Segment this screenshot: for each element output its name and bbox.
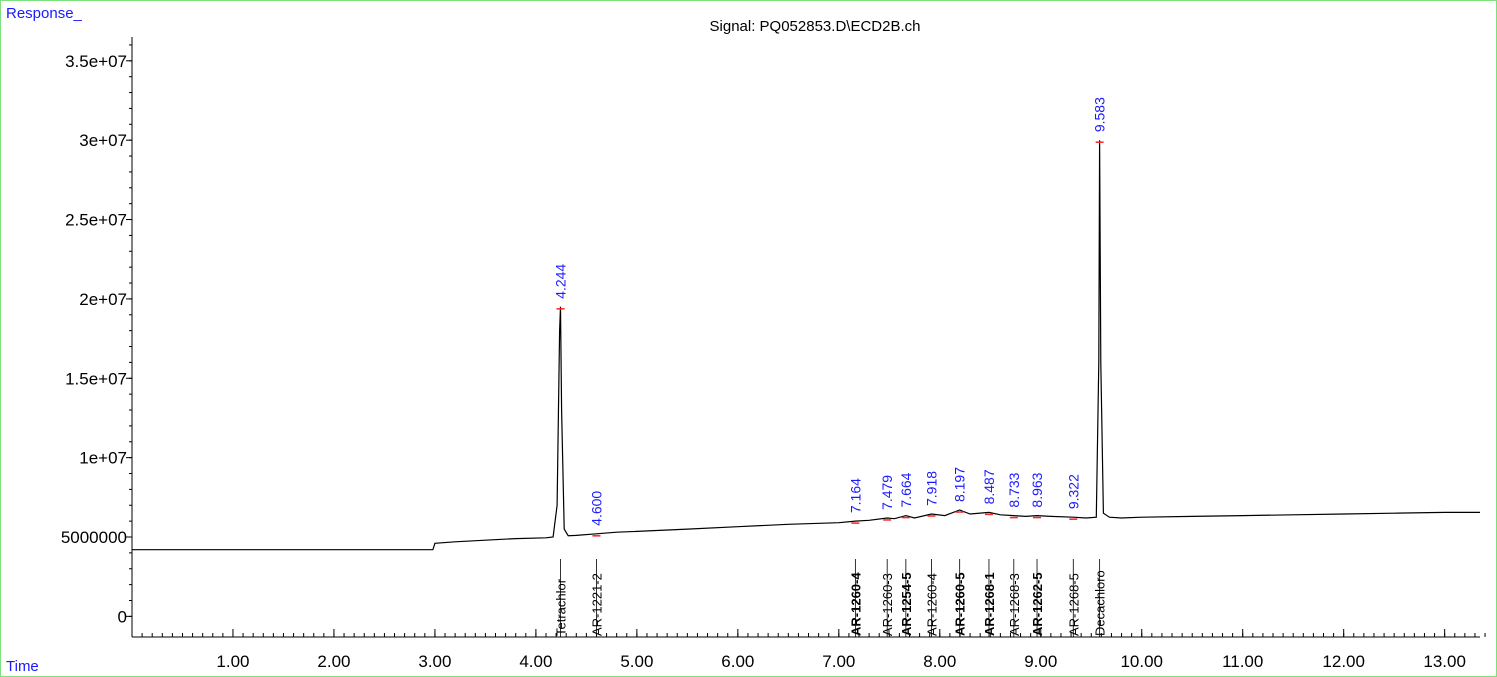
x-tick-label: 6.00 (721, 652, 754, 671)
peak-rt-label: 8.963 (1029, 472, 1045, 507)
y-tick-label: 3e+07 (79, 131, 127, 150)
compound-label: AR-1260-3 (880, 573, 895, 636)
y-tick-label: 2e+07 (79, 290, 127, 309)
peak-rt-label: 7.664 (898, 472, 914, 507)
x-tick-label: 1.00 (216, 652, 249, 671)
compound-label: Tetrachlor (554, 578, 569, 636)
x-tick-label: 3.00 (418, 652, 451, 671)
x-tick-label: 4.00 (519, 652, 552, 671)
x-tick-label: 8.00 (923, 652, 956, 671)
compound-label: AR-1268-1 (982, 572, 997, 636)
peak-rt-label: 9.583 (1092, 97, 1108, 132)
peak-rt-label: 4.600 (588, 491, 604, 526)
y-tick-label: 0 (118, 607, 127, 626)
peak-rt-label: 4.244 (553, 264, 569, 299)
axes-layer: 0 5000000 1e+07 1.5e+07 2e+07 2.5e+07 3e+07 3.5… (61, 37, 1486, 671)
compound-label: AR-1260-5 (953, 572, 968, 636)
x-tick-label: 2.00 (317, 652, 350, 671)
compound-label: AR-1268-3 (1007, 573, 1022, 636)
peak-rt-label: 9.322 (1065, 474, 1081, 509)
y-tick-label: 5000000 (61, 528, 127, 547)
x-tick-label: 5.00 (620, 652, 653, 671)
x-tick-label: 10.00 (1120, 652, 1163, 671)
compound-label: AR-1262-5 (1030, 572, 1045, 636)
x-tick-label: 11.00 (1222, 652, 1263, 671)
chart-title: Signal: PQ052853.D\ECD2B.ch (710, 18, 921, 35)
compound-layer: Tetrachlor AR-1221-2 AR-1260-4 AR-1260-3 AR-… (554, 559, 1108, 637)
compound-label: AR-1260-4 (925, 573, 940, 636)
x-tick-label: 9.00 (1024, 652, 1057, 671)
signal-trace (132, 140, 1480, 551)
y-tick-label: 2.5e+07 (65, 211, 127, 230)
x-axis-name: Time (6, 658, 39, 675)
x-tick-label: 13.00 (1423, 652, 1466, 671)
compound-label: AR-1254-5 (899, 572, 914, 636)
compound-label: AR-1268-5 (1066, 573, 1081, 636)
peak-rt-label: 7.164 (847, 478, 863, 513)
peak-rt-label: 7.479 (879, 475, 895, 510)
peak-rt-label: 8.487 (981, 469, 997, 504)
peak-rt-label: 8.733 (1006, 472, 1022, 507)
y-tick-label: 1.5e+07 (65, 369, 127, 388)
peak-rt-label: 7.918 (924, 471, 940, 506)
compound-label: AR-1260-4 (848, 572, 863, 636)
y-tick-label: 1e+07 (79, 449, 127, 468)
peak-layer: 4.244 4.600 7.164 7.479 7.664 7.918 8.197 8.487… (553, 97, 1108, 537)
x-tick-label: 12.00 (1322, 652, 1365, 671)
trace-layer (132, 140, 1480, 551)
peak-rt-label: 8.197 (952, 467, 968, 502)
compound-label: Decachloro (1093, 570, 1108, 636)
y-tick-label: 3.5e+07 (65, 52, 127, 71)
y-axis-name: Response_ (6, 5, 83, 22)
x-tick-label: 7.00 (822, 652, 855, 671)
compound-label: AR-1221-2 (589, 573, 604, 636)
